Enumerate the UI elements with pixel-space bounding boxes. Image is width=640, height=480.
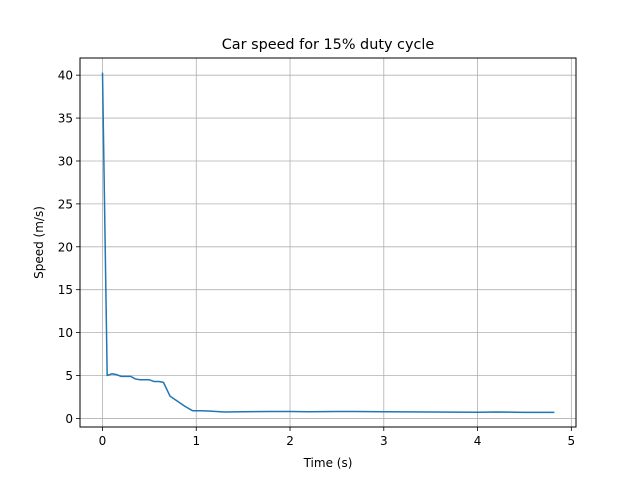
x-tick-label: 3: [380, 434, 388, 448]
y-tick-label: 5: [65, 369, 73, 383]
ticks: 0 1 2 3 4 5 0 5 10 15 20 25 30 35 40: [58, 69, 575, 448]
x-tick-label: 0: [99, 434, 107, 448]
y-tick-label: 35: [58, 112, 73, 126]
y-tick-label: 30: [58, 154, 73, 168]
y-tick-label: 25: [58, 197, 73, 211]
series-layer: [101, 72, 555, 414]
x-tick-label: 4: [474, 434, 482, 448]
grid: [80, 58, 576, 427]
chart-title: Car speed for 15% duty cycle: [222, 37, 435, 53]
x-tick-label: 1: [192, 434, 200, 448]
y-tick-label: 15: [58, 283, 73, 297]
y-axis-label: Speed (m/s): [32, 206, 46, 279]
y-tick-label: 20: [58, 240, 73, 254]
x-axis-label: Time (s): [303, 456, 353, 470]
x-tick-label: 5: [567, 434, 575, 448]
x-tick-label: 2: [286, 434, 294, 448]
axes-frame: [79, 57, 577, 428]
y-tick-label: 10: [58, 326, 73, 340]
y-tick-label: 40: [58, 69, 73, 83]
y-tick-label: 0: [65, 412, 73, 426]
series-line: [101, 72, 555, 414]
